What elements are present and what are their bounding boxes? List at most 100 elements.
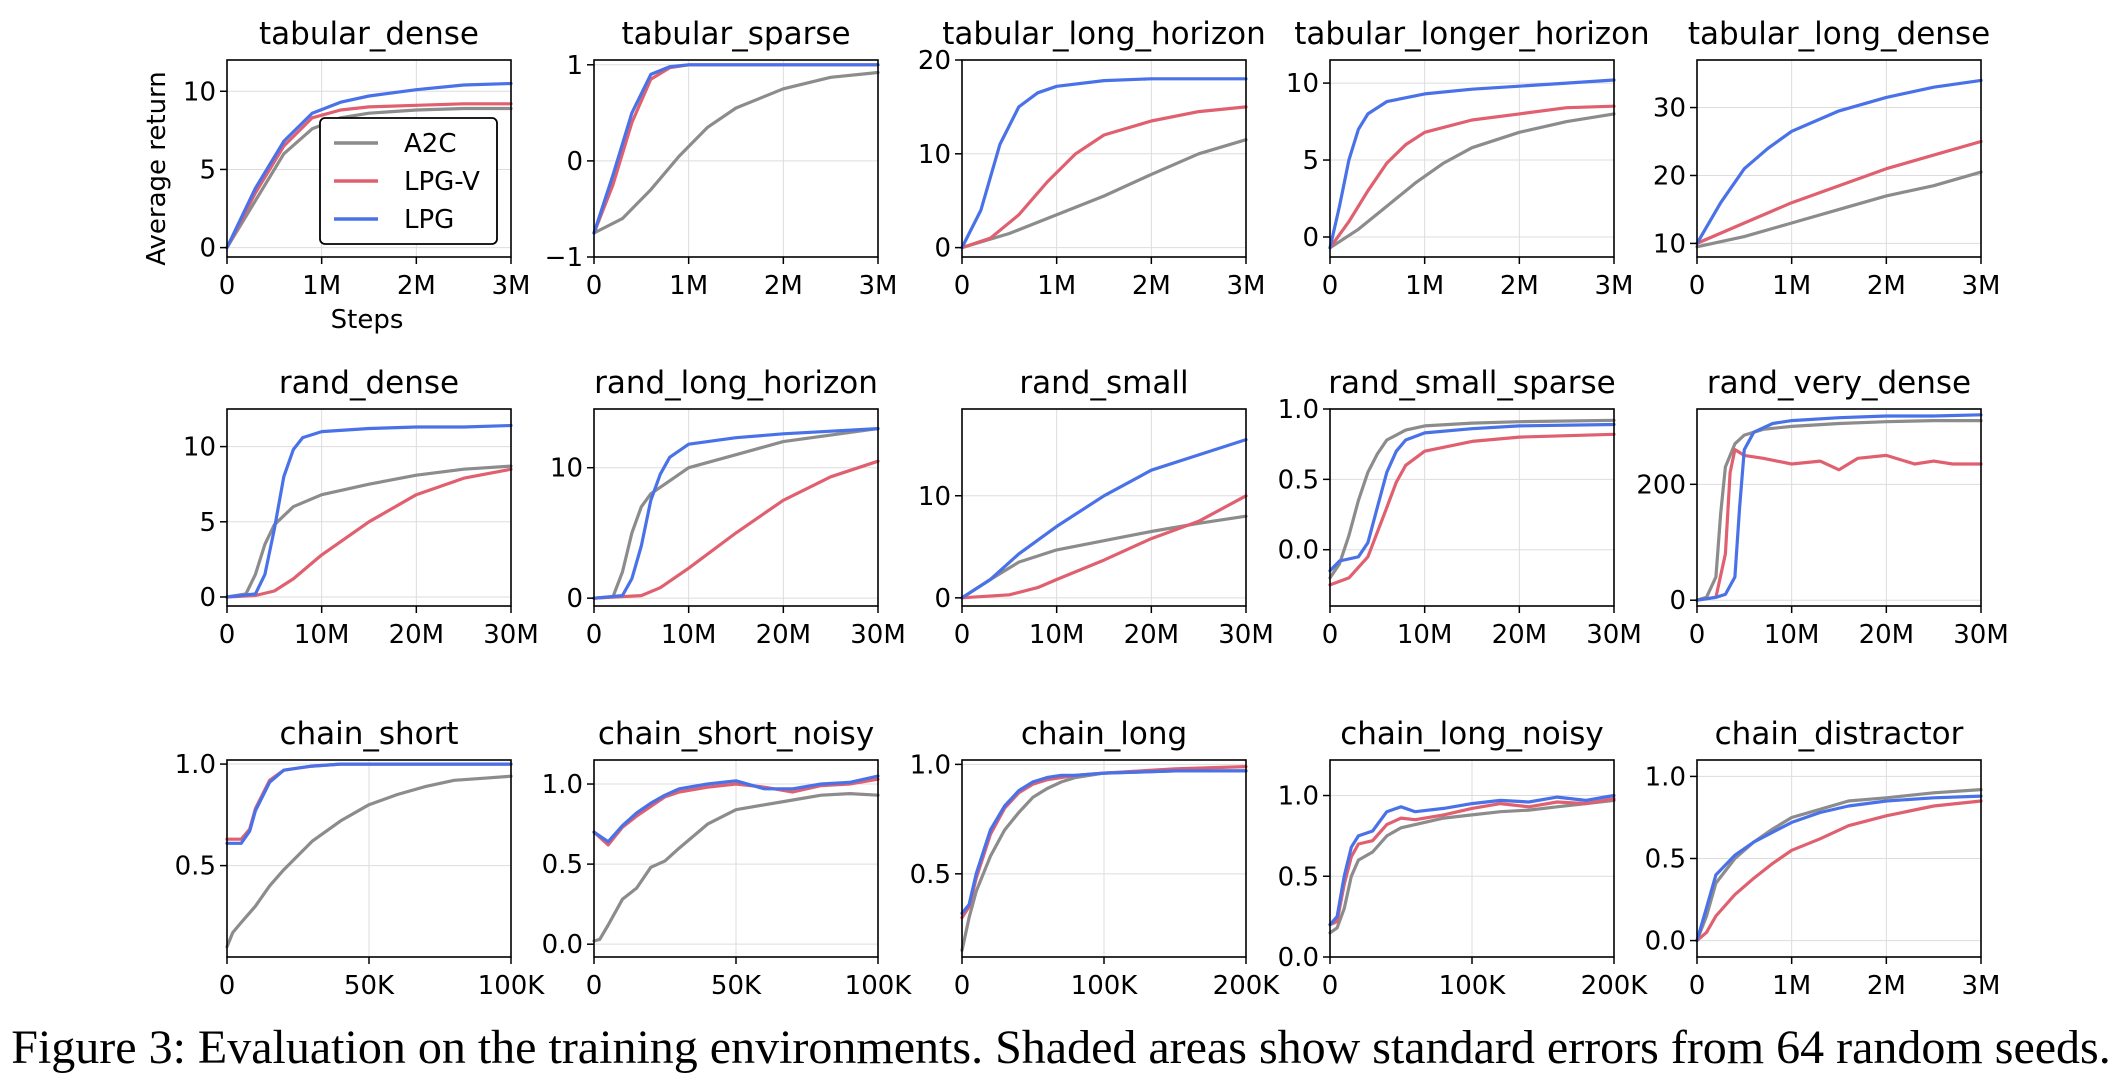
x-tick-label: 100K <box>845 971 913 1001</box>
series-line-A2C <box>592 70 880 235</box>
y-tick-label: 0 <box>934 234 951 264</box>
x-tick-label: 0 <box>1689 620 1706 650</box>
series-line-LPG <box>592 774 880 844</box>
plot-frame <box>593 59 879 258</box>
y-tick-label: 1.0 <box>175 750 216 780</box>
panel-chain_distractor: 0 1M 2M 3M 0.0 0.5 1.0 chain_distractor <box>1645 716 2001 1001</box>
y-tick-label: 10 <box>1286 69 1319 99</box>
y-tick-label: 20 <box>1653 161 1686 191</box>
y-tick-label: 5 <box>199 155 216 185</box>
x-tick-label: 20M <box>1492 620 1548 650</box>
x-tick-label: 30M <box>850 620 906 650</box>
panel-title: chain_long <box>1021 716 1187 752</box>
series-line-LPG-V <box>1695 448 1983 602</box>
x-tick-label: 200K <box>1213 971 1281 1001</box>
panel-tabular_longer_horizon: 0 1M 2M 3M 0 5 10 tabular_longer_horizon <box>1286 16 1650 301</box>
panel-title: rand_dense <box>279 365 459 401</box>
series-line-LPG <box>1695 413 1983 602</box>
panel-title: chain_short_noisy <box>598 716 874 752</box>
y-tick-label: 1.0 <box>1645 762 1686 792</box>
panel-rand_small: 0 10M 20M 30M 0 10 rand_small <box>918 365 1274 650</box>
x-tick-label: 3M <box>492 271 531 301</box>
x-tick-label: 3M <box>1595 271 1634 301</box>
x-tick-label: 0 <box>1322 271 1339 301</box>
panel-chain_short_noisy: 0 50K 100K 0.0 0.5 1.0 chain_short_noisy <box>542 716 913 1001</box>
y-tick-label: 10 <box>550 454 583 484</box>
y-tick-label: 0 <box>199 583 216 613</box>
x-tick-label: 50K <box>344 971 395 1001</box>
series-line-A2C <box>1328 418 1616 580</box>
panel-chain_long_noisy: 0 100K 200K 0.0 0.5 1.0 chain_long_noisy <box>1278 716 1649 1001</box>
y-tick-label: 20 <box>918 46 951 76</box>
series-line-LPG-V <box>960 494 1248 600</box>
panel-rand_very_dense: 0 10M 20M 30M 0 200 rand_very_dense <box>1636 365 2008 650</box>
series-line-A2C <box>1328 112 1616 250</box>
x-tick-label: 2M <box>1867 971 1906 1001</box>
x-tick-label: 0 <box>1689 971 1706 1001</box>
x-tick-label: 0 <box>219 271 236 301</box>
plot-frame <box>226 408 512 607</box>
series-line-LPG <box>1695 794 1983 943</box>
panel-rand_dense: 0 10M 20M 30M 0 5 10 rand_dense <box>183 365 539 650</box>
series-line-LPG <box>1328 422 1616 573</box>
x-tick-label: 1M <box>1037 271 1076 301</box>
y-tick-label: 1.0 <box>542 770 583 800</box>
x-tick-label: 3M <box>859 271 898 301</box>
series-line-LPG <box>960 769 1248 915</box>
y-tick-label: 0.0 <box>1645 927 1686 957</box>
x-tick-label: 10M <box>294 620 350 650</box>
x-tick-label: 0 <box>1689 271 1706 301</box>
panel-title: rand_long_horizon <box>594 365 878 401</box>
x-axis-label: Steps <box>331 305 404 335</box>
y-tick-label: 10 <box>183 433 216 463</box>
x-tick-label: 100K <box>1071 971 1139 1001</box>
x-tick-label: 3M <box>1962 971 2001 1001</box>
series-line-LPG-V <box>225 467 513 599</box>
y-tick-label: 200 <box>1636 470 1686 500</box>
y-axis-label: Average return <box>142 71 172 266</box>
panel-title: rand_small <box>1019 365 1188 401</box>
x-tick-label: 2M <box>397 271 436 301</box>
y-tick-label: 0.0 <box>542 930 583 960</box>
panel-rand_long_horizon: 0 10M 20M 30M 0 10 rand_long_horizon <box>550 365 906 650</box>
series-line-LPG-V <box>1328 797 1616 927</box>
x-tick-label: 1M <box>302 271 341 301</box>
series-line-LPG <box>592 427 880 600</box>
y-tick-label: 10 <box>183 77 216 107</box>
series-line-A2C <box>1695 419 1983 602</box>
x-tick-label: 10M <box>1029 620 1085 650</box>
series-line-A2C <box>225 774 513 949</box>
x-tick-label: 0 <box>954 620 971 650</box>
panel-title: tabular_sparse <box>621 16 850 52</box>
y-tick-label: 0 <box>1302 223 1319 253</box>
figure-caption: Figure 3: Evaluation on the training env… <box>11 1021 2111 1074</box>
x-tick-label: 20M <box>756 620 812 650</box>
y-tick-label: 30 <box>1653 94 1686 124</box>
panel-title: rand_very_dense <box>1707 365 1971 401</box>
y-tick-label: 0.0 <box>1278 943 1319 973</box>
panel-title: tabular_longer_horizon <box>1294 16 1649 52</box>
series-line-LPG-V <box>592 63 880 235</box>
legend-label-A2C: A2C <box>404 129 456 159</box>
x-tick-label: 1M <box>669 271 708 301</box>
x-tick-label: 30M <box>1586 620 1642 650</box>
y-tick-label: 0.0 <box>1278 536 1319 566</box>
y-tick-label: 0 <box>199 234 216 264</box>
y-tick-label: 5 <box>199 508 216 538</box>
series-line-LPG-V <box>1328 432 1616 587</box>
series-line-LPG-V <box>225 102 513 250</box>
series-line-A2C <box>960 514 1248 600</box>
y-tick-label: 0 <box>566 584 583 614</box>
series-line-LPG <box>592 63 880 235</box>
y-tick-label: 1.0 <box>1278 395 1319 425</box>
series-line-LPG <box>1328 793 1616 927</box>
y-tick-label: 0 <box>566 147 583 177</box>
y-tick-label: 1.0 <box>910 750 951 780</box>
panel-tabular_long_dense: 0 1M 2M 3M 10 20 30 tabular_long_dense <box>1653 16 2001 301</box>
x-tick-label: 50K <box>711 971 762 1001</box>
series-line-LPG <box>960 77 1248 250</box>
panel-title: chain_long_noisy <box>1340 716 1604 752</box>
x-tick-label: 30M <box>1953 620 2009 650</box>
y-tick-label: 0.5 <box>1645 845 1686 875</box>
